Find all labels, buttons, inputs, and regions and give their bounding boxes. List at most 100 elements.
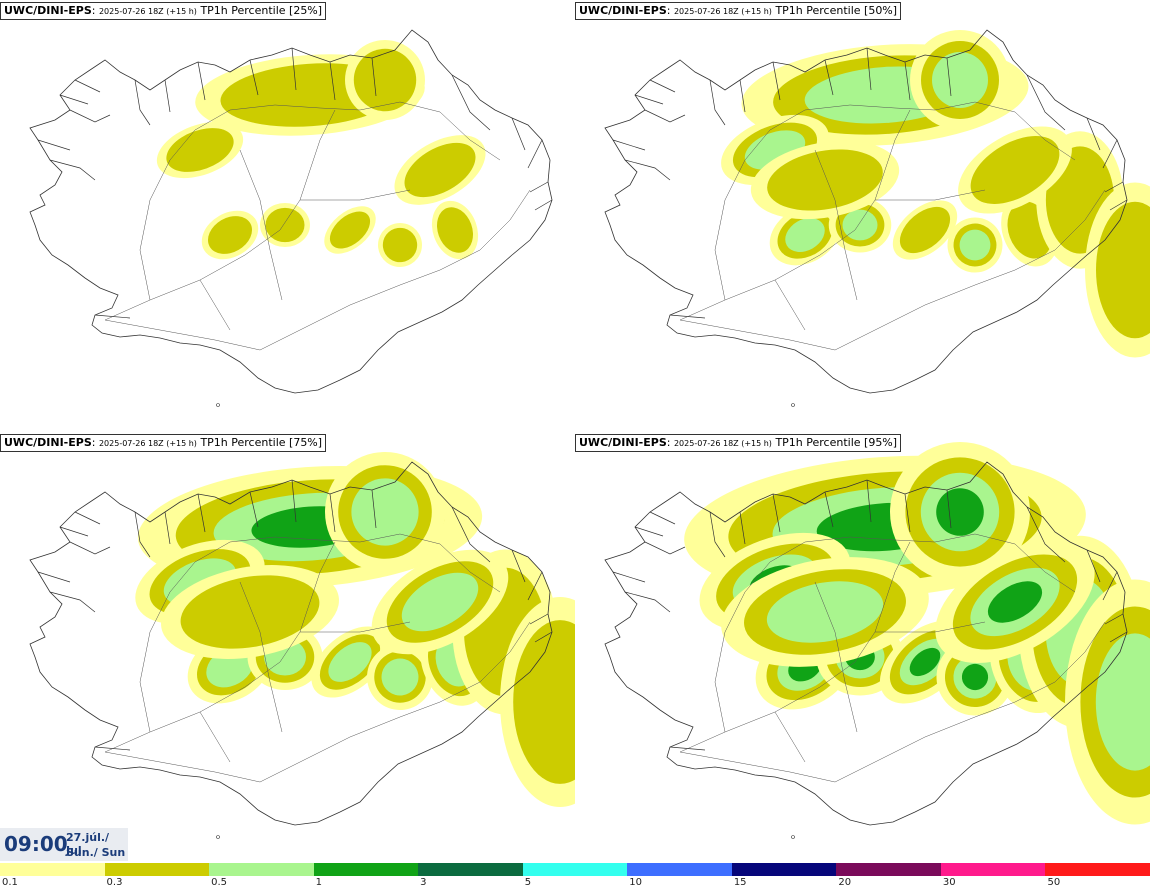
legend-swatch xyxy=(940,863,1046,876)
precip-area xyxy=(382,227,418,263)
fjord-line xyxy=(824,491,834,528)
panel-title-p25: UWC/DINI-EPS: 2025-07-26 18Z (+15 h) TP1… xyxy=(0,2,327,20)
map-panel-p75: UWC/DINI-EPS: 2025-07-26 18Z (+15 h) TP1… xyxy=(0,432,575,862)
fjord-line xyxy=(946,489,952,529)
road-line xyxy=(104,319,261,351)
fjord-line xyxy=(866,479,872,523)
fjord-line xyxy=(59,526,89,537)
legend-tick: 50 xyxy=(1047,877,1061,888)
coastline xyxy=(604,461,1128,826)
precip-area xyxy=(207,216,253,254)
fjord-line xyxy=(329,61,336,101)
precip-area xyxy=(961,663,989,691)
precip-area xyxy=(932,52,988,108)
fjord-line xyxy=(249,59,259,96)
fjord-line xyxy=(134,79,151,126)
legend-tick: 20 xyxy=(838,877,852,888)
source-label: UWC/DINI-EPS xyxy=(579,4,667,17)
road-line xyxy=(834,189,1106,351)
road-line xyxy=(679,319,836,351)
precip-area xyxy=(1096,201,1150,339)
fjord-line xyxy=(644,109,686,123)
precip-area xyxy=(785,218,825,252)
legend-swatch xyxy=(0,863,106,876)
fjord-line xyxy=(624,159,671,181)
fjord-line xyxy=(534,199,553,211)
fjord-line xyxy=(49,591,96,613)
panel-title-p75: UWC/DINI-EPS: 2025-07-26 18Z (+15 h) TP1… xyxy=(0,434,327,452)
precip-area xyxy=(970,136,1060,204)
precip-area xyxy=(404,142,476,198)
fjord-line xyxy=(37,571,71,583)
fjord-line xyxy=(291,479,297,523)
fjord-line xyxy=(1109,631,1128,643)
legend-swatch xyxy=(104,863,210,876)
road-line xyxy=(104,541,336,753)
legend-swatch xyxy=(418,863,524,876)
fjord-line xyxy=(634,526,664,537)
field-label: TP1h Percentile [95%] xyxy=(775,436,898,449)
fjord-line xyxy=(371,57,377,97)
fjord-line xyxy=(69,109,111,123)
legend-tick: 0.5 xyxy=(211,877,227,888)
precip-area xyxy=(766,581,884,643)
panel-title-p50: UWC/DINI-EPS: 2025-07-26 18Z (+15 h) TP1… xyxy=(575,2,902,20)
road-line xyxy=(679,541,911,753)
fjord-line xyxy=(164,79,171,113)
precip-map-p95 xyxy=(604,442,1150,839)
fjord-line xyxy=(74,511,101,525)
fjord-line xyxy=(709,79,726,126)
color-scale-legend: 0.1 0.3 0.5 1 3 5 10 15 20 30 50 xyxy=(0,863,1150,891)
legend-tick: 30 xyxy=(942,877,956,888)
fjord-line xyxy=(59,94,89,105)
coastline xyxy=(29,29,553,394)
field-label: TP1h Percentile [25%] xyxy=(200,4,323,17)
fjord-line xyxy=(624,591,671,613)
fjord-line xyxy=(1102,139,1118,169)
road-line xyxy=(259,189,531,351)
fjord-line xyxy=(527,139,543,169)
road-line xyxy=(774,279,806,331)
fjord-line xyxy=(1086,549,1101,583)
fjord-line xyxy=(74,79,101,93)
precip-area xyxy=(899,206,951,254)
fjord-line xyxy=(1026,506,1066,563)
coastline xyxy=(604,29,1128,394)
precip-area xyxy=(353,48,417,112)
fjord-line xyxy=(164,511,171,545)
road-line xyxy=(834,621,1106,783)
legend-tick: 0.3 xyxy=(106,877,123,888)
run-label: 2025-07-26 18Z (+15 h) xyxy=(98,439,197,448)
fjord-line xyxy=(534,631,553,643)
fjord-line xyxy=(37,139,71,151)
precip-area xyxy=(351,478,419,546)
fjord-line xyxy=(649,511,676,525)
map-panel-p25: UWC/DINI-EPS: 2025-07-26 18Z (+15 h) TP1… xyxy=(0,0,575,430)
fjord-line xyxy=(329,493,336,533)
fjord-line xyxy=(529,613,549,625)
fjord-line xyxy=(451,506,491,563)
precip-area xyxy=(909,647,941,677)
legend-swatch xyxy=(836,863,942,876)
field-label: TP1h Percentile [50%] xyxy=(775,4,898,17)
fjord-line xyxy=(1104,181,1124,193)
precip-area xyxy=(767,149,883,211)
road-line xyxy=(714,533,1076,733)
fjord-line xyxy=(1086,117,1101,151)
road-line xyxy=(300,189,411,201)
precip-area xyxy=(842,209,878,241)
island xyxy=(216,403,220,407)
source-label: UWC/DINI-EPS xyxy=(4,436,92,449)
legend-tick: 10 xyxy=(629,877,642,888)
road-line xyxy=(199,711,231,763)
field-label: TP1h Percentile [75%] xyxy=(200,436,323,449)
fjord-line xyxy=(612,139,646,151)
fjord-line xyxy=(612,571,646,583)
precip-area xyxy=(381,658,419,696)
run-label: 2025-07-26 18Z (+15 h) xyxy=(98,7,197,16)
precip-area xyxy=(166,128,234,172)
legend-swatch xyxy=(522,863,628,876)
road-line xyxy=(139,533,501,733)
road-line xyxy=(259,621,531,783)
coastline xyxy=(29,461,553,826)
